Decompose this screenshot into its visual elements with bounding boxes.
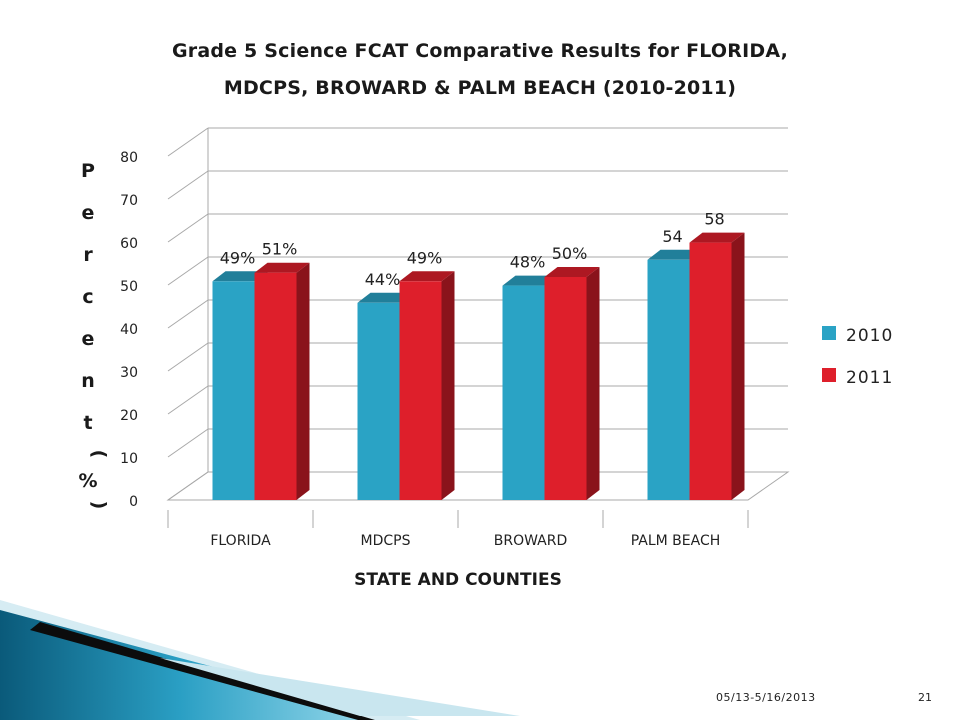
x-axis-label: STATE AND COUNTIES [354,570,562,590]
y-tick-label: 30 [120,365,138,381]
data-label: 50% [552,244,588,263]
bar-top [502,275,558,286]
legend-label: 2011 [846,368,893,388]
y-tick-label: 70 [120,193,138,209]
bar [212,281,255,500]
bar-top [689,232,745,243]
gridline-side-8 [167,127,209,157]
x-tick-label: BROWARD [494,533,568,549]
legend-swatch [822,368,836,382]
bar-side [731,232,745,500]
footer-wave-light-strip [160,658,520,716]
bar [689,242,732,500]
y-axis-label-char: n [81,370,95,392]
bar [254,272,297,500]
x-tick-label: PALM BEACH [631,533,721,549]
bar-top [357,292,413,303]
bar [647,259,690,500]
bar [399,281,442,500]
chart-title-line-1: Grade 5 Science FCAT Comparative Results… [171,40,789,62]
gridline-side-2 [167,385,209,415]
gridline-side-3 [167,342,209,372]
bar-top [647,249,703,260]
y-tick-label: 0 [129,494,138,510]
y-axis-label-char: e [81,202,95,224]
bar [357,302,400,500]
bar-top [212,271,268,282]
chart-title-line-2: MDCPS, BROWARD & PALM BEACH (2010-2011) [223,77,737,99]
gridline-side-7 [167,170,209,200]
legend-label: 2010 [846,326,893,346]
page-number: 21 [918,691,932,704]
legend-swatch [822,326,836,340]
y-tick-label: 80 [120,150,138,166]
bar-side [586,267,600,500]
data-label: 49% [220,248,256,267]
footer-date: 05/13-5/16/2013 [716,691,816,704]
footer-wave-dark [30,622,375,720]
y-tick-label: 60 [120,236,138,252]
gridline-side-5 [167,256,209,286]
data-label: 44% [365,270,401,289]
gridline-side-4 [167,299,209,329]
gridline-side-1 [167,428,209,458]
y-tick-label: 10 [120,451,138,467]
data-label: 48% [510,253,546,272]
y-axis-label-char: r [83,244,93,266]
bar [502,285,545,500]
data-label: 49% [407,248,443,267]
y-axis-label-char: c [82,286,94,308]
x-tick-label: FLORIDA [210,533,271,549]
data-label: 51% [262,240,298,259]
bar-side [296,262,310,500]
y-axis-label-char: t [83,412,93,434]
data-label: 58 [704,210,724,229]
y-tick-label: 50 [120,279,138,295]
x-tick-label: MDCPS [361,533,411,549]
gridline-side-6 [167,213,209,243]
bar [544,277,587,500]
data-label: 54 [662,227,682,246]
bar-top [399,271,455,282]
bar-top [254,262,310,273]
y-axis-label-char: e [81,328,95,350]
y-axis-label-char: % [78,470,98,492]
y-tick-label: 40 [120,322,138,338]
y-tick-label: 20 [120,408,138,424]
y-axis-label-char: P [81,160,95,182]
bar-side [441,271,455,500]
bar-top [544,267,600,277]
